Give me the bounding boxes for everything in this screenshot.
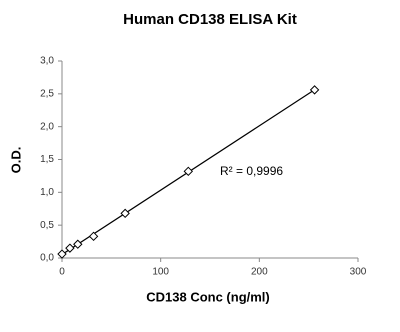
y-tick-label: 2,5 xyxy=(40,88,54,99)
data-point xyxy=(309,85,320,95)
y-tick-label: 1,0 xyxy=(40,187,54,198)
chart-title: Human CD138 ELISA Kit xyxy=(123,11,297,28)
y-tick-label: 0,5 xyxy=(40,220,54,231)
y-tick-label: 3,0 xyxy=(40,56,54,67)
y-tick-label: 1,5 xyxy=(40,154,54,165)
data-point xyxy=(183,166,194,177)
x-tick-label: 100 xyxy=(152,267,169,278)
y-axis-label: O.D. xyxy=(8,147,23,174)
x-tick-label: 0 xyxy=(59,267,65,278)
y-tick-label: 0,0 xyxy=(40,253,54,264)
data-point xyxy=(57,249,67,259)
x-tick-label: 300 xyxy=(350,267,367,278)
x-tick-label: 200 xyxy=(251,267,268,278)
data-point xyxy=(65,243,75,253)
data-point xyxy=(88,231,99,242)
x-axis-label: CD138 Conc (ng/ml) xyxy=(146,289,270,304)
annotation: R² = 0,9996 xyxy=(220,164,283,178)
y-tick-label: 2,0 xyxy=(40,121,54,132)
data-point xyxy=(120,208,130,219)
data-point xyxy=(73,239,83,249)
